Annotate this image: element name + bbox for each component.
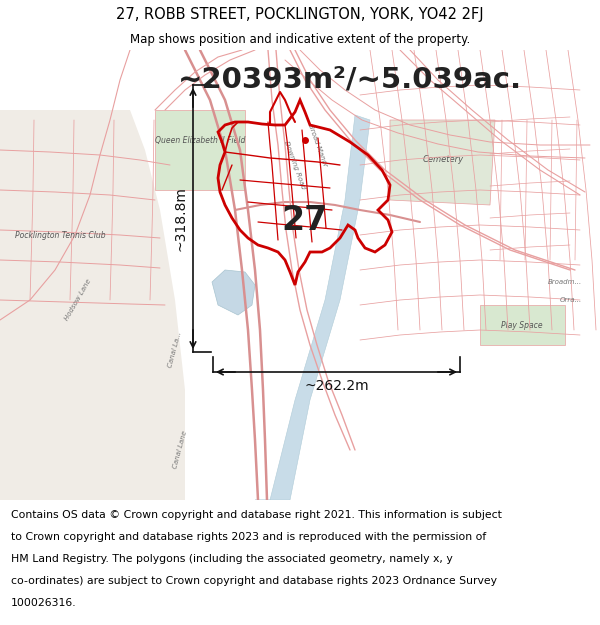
Text: Downing Road: Downing Road xyxy=(283,140,307,190)
Polygon shape xyxy=(255,115,370,500)
Text: 100026316.: 100026316. xyxy=(11,598,76,608)
Text: Pocklington Tennis Club: Pocklington Tennis Club xyxy=(14,231,106,239)
Text: co-ordinates) are subject to Crown copyright and database rights 2023 Ordnance S: co-ordinates) are subject to Crown copyr… xyxy=(11,576,497,586)
Text: 27: 27 xyxy=(282,204,328,236)
Text: Cemetery: Cemetery xyxy=(422,156,464,164)
Text: Broadm...: Broadm... xyxy=(548,279,582,285)
Text: Queen Elizabeth II Field: Queen Elizabeth II Field xyxy=(155,136,245,144)
Text: HM Land Registry. The polygons (including the associated geometry, namely x, y: HM Land Registry. The polygons (includin… xyxy=(11,554,452,564)
Text: Hodsow Lane: Hodsow Lane xyxy=(64,278,92,322)
Text: Canal Lane: Canal Lane xyxy=(172,431,188,469)
Text: to Crown copyright and database rights 2023 and is reproduced with the permissio: to Crown copyright and database rights 2… xyxy=(11,532,486,542)
Text: ~20393m²/~5.039ac.: ~20393m²/~5.039ac. xyxy=(178,66,522,94)
Polygon shape xyxy=(480,305,565,345)
Text: Orra...: Orra... xyxy=(560,297,582,303)
Text: 27, ROBB STREET, POCKLINGTON, YORK, YO42 2FJ: 27, ROBB STREET, POCKLINGTON, YORK, YO42… xyxy=(116,6,484,21)
Polygon shape xyxy=(155,110,245,190)
Text: ~318.8m: ~318.8m xyxy=(174,186,188,251)
Text: Contains OS data © Crown copyright and database right 2021. This information is : Contains OS data © Crown copyright and d… xyxy=(11,510,502,520)
Polygon shape xyxy=(212,270,255,315)
Polygon shape xyxy=(390,120,495,205)
Text: Map shows position and indicative extent of the property.: Map shows position and indicative extent… xyxy=(130,32,470,46)
Text: Canal La...: Canal La... xyxy=(167,331,182,369)
Polygon shape xyxy=(0,110,185,500)
Text: Broad Manor: Broad Manor xyxy=(308,123,328,167)
Text: Play Space: Play Space xyxy=(501,321,543,329)
Text: ~262.2m: ~262.2m xyxy=(304,379,369,393)
